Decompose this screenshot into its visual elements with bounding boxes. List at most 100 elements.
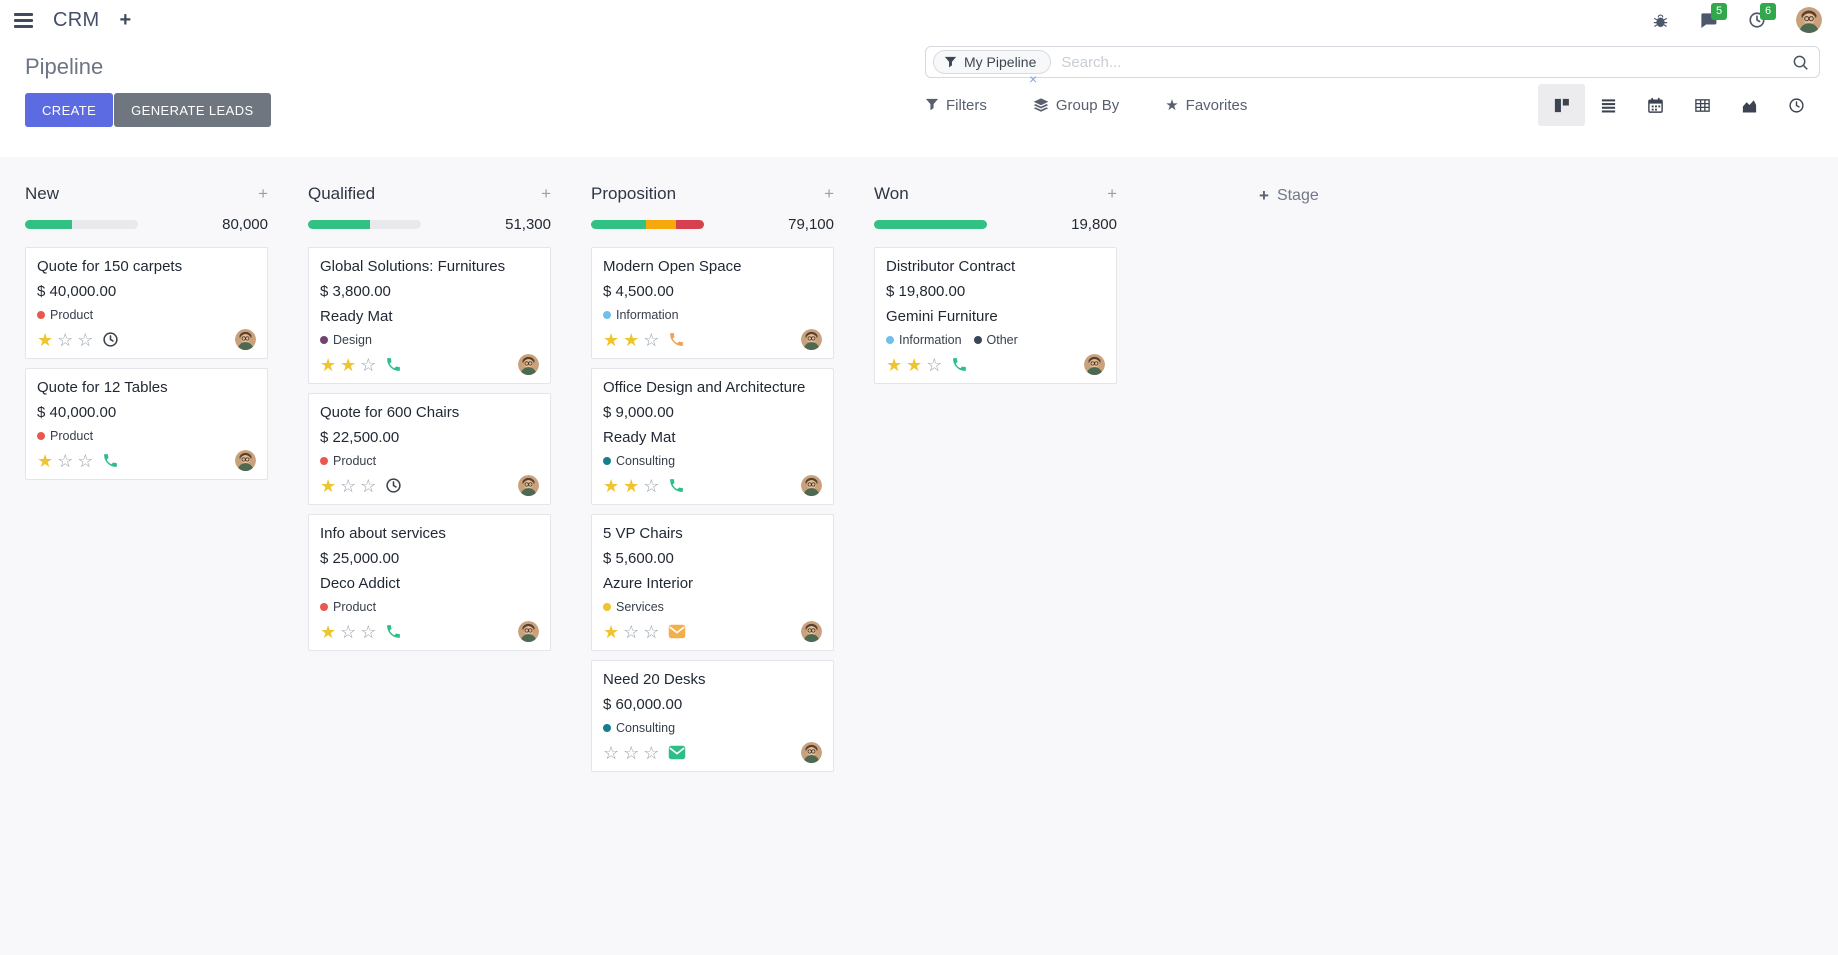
clock-activity-icon[interactable] bbox=[385, 477, 402, 494]
star-empty-icon[interactable]: ☆ bbox=[643, 475, 660, 496]
opportunity-card[interactable]: Quote for 12 Tables $ 40,000.00 Product … bbox=[25, 368, 268, 480]
star-empty-icon[interactable]: ☆ bbox=[360, 621, 377, 642]
star-empty-icon[interactable]: ☆ bbox=[77, 450, 94, 471]
star-empty-icon[interactable]: ☆ bbox=[360, 354, 377, 375]
search-facet-my-pipeline[interactable]: My Pipeline bbox=[933, 50, 1052, 74]
column-progressbar[interactable] bbox=[874, 220, 987, 229]
card-assignee-avatar[interactable] bbox=[801, 742, 822, 763]
apps-menu-icon[interactable] bbox=[14, 12, 33, 28]
progress-segment-success[interactable] bbox=[591, 220, 647, 229]
card-assignee-avatar[interactable] bbox=[518, 354, 539, 375]
create-button[interactable]: CREATE bbox=[25, 93, 114, 127]
card-priority-stars[interactable]: ★ ☆ ☆ bbox=[320, 477, 376, 495]
star-filled-icon[interactable]: ★ bbox=[37, 450, 54, 471]
user-avatar[interactable] bbox=[1796, 7, 1822, 33]
column-quick-add-icon[interactable]: + bbox=[541, 184, 551, 203]
progress-segment-success[interactable] bbox=[308, 220, 371, 229]
star-empty-icon[interactable]: ☆ bbox=[623, 742, 640, 763]
card-priority-stars[interactable]: ★ ☆ ☆ bbox=[320, 623, 376, 641]
progress-segment-success[interactable] bbox=[874, 220, 987, 229]
card-priority-stars[interactable]: ★ ☆ ☆ bbox=[603, 623, 659, 641]
opportunity-card[interactable]: Global Solutions: Furnitures $ 3,800.00 … bbox=[308, 247, 551, 384]
star-filled-icon[interactable]: ★ bbox=[603, 475, 620, 496]
column-progressbar[interactable] bbox=[591, 220, 704, 229]
star-empty-icon[interactable]: ☆ bbox=[360, 475, 377, 496]
star-filled-icon[interactable]: ★ bbox=[37, 329, 54, 350]
phone-activity-icon[interactable] bbox=[385, 356, 402, 373]
mail-activity-icon[interactable] bbox=[668, 624, 686, 639]
phone-activity-icon[interactable] bbox=[102, 452, 119, 469]
group-by-button[interactable]: Group By bbox=[1033, 97, 1119, 114]
column-quick-add-icon[interactable]: + bbox=[258, 184, 268, 203]
view-calendar-button[interactable] bbox=[1632, 84, 1679, 126]
app-name[interactable]: CRM bbox=[53, 8, 100, 31]
star-empty-icon[interactable]: ☆ bbox=[623, 621, 640, 642]
column-progressbar[interactable] bbox=[25, 220, 138, 229]
column-title[interactable]: Proposition bbox=[591, 184, 677, 203]
opportunity-card[interactable]: Quote for 600 Chairs $ 22,500.00 Product… bbox=[308, 393, 551, 505]
card-priority-stars[interactable]: ★ ☆ ☆ bbox=[37, 331, 93, 349]
star-filled-icon[interactable]: ★ bbox=[340, 354, 357, 375]
phone-activity-icon[interactable] bbox=[385, 623, 402, 640]
add-stage-button[interactable]: + Stage bbox=[1259, 186, 1319, 206]
add-tab-icon[interactable]: + bbox=[119, 8, 132, 31]
progress-segment-danger[interactable] bbox=[675, 220, 704, 229]
star-empty-icon[interactable]: ☆ bbox=[340, 475, 357, 496]
column-title[interactable]: Won bbox=[874, 184, 909, 203]
star-filled-icon[interactable]: ★ bbox=[320, 354, 337, 375]
clock-activity-icon[interactable] bbox=[102, 331, 119, 348]
star-filled-icon[interactable]: ★ bbox=[623, 475, 640, 496]
debug-bug-icon[interactable] bbox=[1652, 12, 1669, 29]
star-empty-icon[interactable]: ☆ bbox=[57, 450, 74, 471]
progress-segment-warning[interactable] bbox=[646, 220, 676, 229]
phone-activity-icon[interactable] bbox=[951, 356, 968, 373]
star-filled-icon[interactable]: ★ bbox=[603, 621, 620, 642]
card-assignee-avatar[interactable] bbox=[1084, 354, 1105, 375]
view-activity-button[interactable] bbox=[1773, 84, 1820, 126]
card-assignee-avatar[interactable] bbox=[518, 475, 539, 496]
favorites-button[interactable]: ★ Favorites bbox=[1165, 96, 1247, 115]
card-assignee-avatar[interactable] bbox=[801, 329, 822, 350]
card-priority-stars[interactable]: ☆ ☆ ☆ bbox=[603, 744, 659, 762]
filters-button[interactable]: Filters bbox=[925, 97, 987, 114]
facet-remove-icon[interactable]: × bbox=[1029, 71, 1038, 87]
mail-activity-icon[interactable] bbox=[668, 745, 686, 760]
star-empty-icon[interactable]: ☆ bbox=[340, 621, 357, 642]
search-bar[interactable]: My Pipeline × Search... bbox=[925, 46, 1820, 87]
star-empty-icon[interactable]: ☆ bbox=[643, 742, 660, 763]
generate-leads-button[interactable]: GENERATE LEADS bbox=[114, 93, 271, 127]
card-priority-stars[interactable]: ★ ☆ ☆ bbox=[37, 452, 93, 470]
star-empty-icon[interactable]: ☆ bbox=[603, 742, 620, 763]
phone-activity-icon[interactable] bbox=[668, 331, 685, 348]
star-filled-icon[interactable]: ★ bbox=[906, 354, 923, 375]
column-title[interactable]: New bbox=[25, 184, 60, 203]
star-empty-icon[interactable]: ☆ bbox=[57, 329, 74, 350]
star-filled-icon[interactable]: ★ bbox=[320, 475, 337, 496]
view-pivot-button[interactable] bbox=[1679, 84, 1726, 126]
opportunity-card[interactable]: Modern Open Space $ 4,500.00 Information… bbox=[591, 247, 834, 359]
view-graph-button[interactable] bbox=[1726, 84, 1773, 126]
card-assignee-avatar[interactable] bbox=[518, 621, 539, 642]
card-assignee-avatar[interactable] bbox=[235, 329, 256, 350]
progress-segment-success[interactable] bbox=[25, 220, 73, 229]
card-priority-stars[interactable]: ★ ★ ☆ bbox=[320, 356, 376, 374]
opportunity-card[interactable]: Quote for 150 carpets $ 40,000.00 Produc… bbox=[25, 247, 268, 359]
card-priority-stars[interactable]: ★ ★ ☆ bbox=[603, 477, 659, 495]
star-filled-icon[interactable]: ★ bbox=[886, 354, 903, 375]
opportunity-card[interactable]: Info about services $ 25,000.00 Deco Add… bbox=[308, 514, 551, 651]
star-filled-icon[interactable]: ★ bbox=[320, 621, 337, 642]
card-priority-stars[interactable]: ★ ★ ☆ bbox=[603, 331, 659, 349]
activities-clock-icon[interactable]: 6 bbox=[1748, 3, 1777, 29]
opportunity-card[interactable]: Office Design and Architecture $ 9,000.0… bbox=[591, 368, 834, 505]
star-empty-icon[interactable]: ☆ bbox=[926, 354, 943, 375]
star-filled-icon[interactable]: ★ bbox=[603, 329, 620, 350]
card-assignee-avatar[interactable] bbox=[235, 450, 256, 471]
phone-activity-icon[interactable] bbox=[668, 477, 685, 494]
column-quick-add-icon[interactable]: + bbox=[1107, 184, 1117, 203]
opportunity-card[interactable]: Need 20 Desks $ 60,000.00 Consulting ☆ ☆ ☆ bbox=[591, 660, 834, 772]
column-title[interactable]: Qualified bbox=[308, 184, 376, 203]
card-assignee-avatar[interactable] bbox=[801, 621, 822, 642]
card-priority-stars[interactable]: ★ ★ ☆ bbox=[886, 356, 942, 374]
star-filled-icon[interactable]: ★ bbox=[623, 329, 640, 350]
opportunity-card[interactable]: 5 VP Chairs $ 5,600.00 Azure Interior Se… bbox=[591, 514, 834, 651]
